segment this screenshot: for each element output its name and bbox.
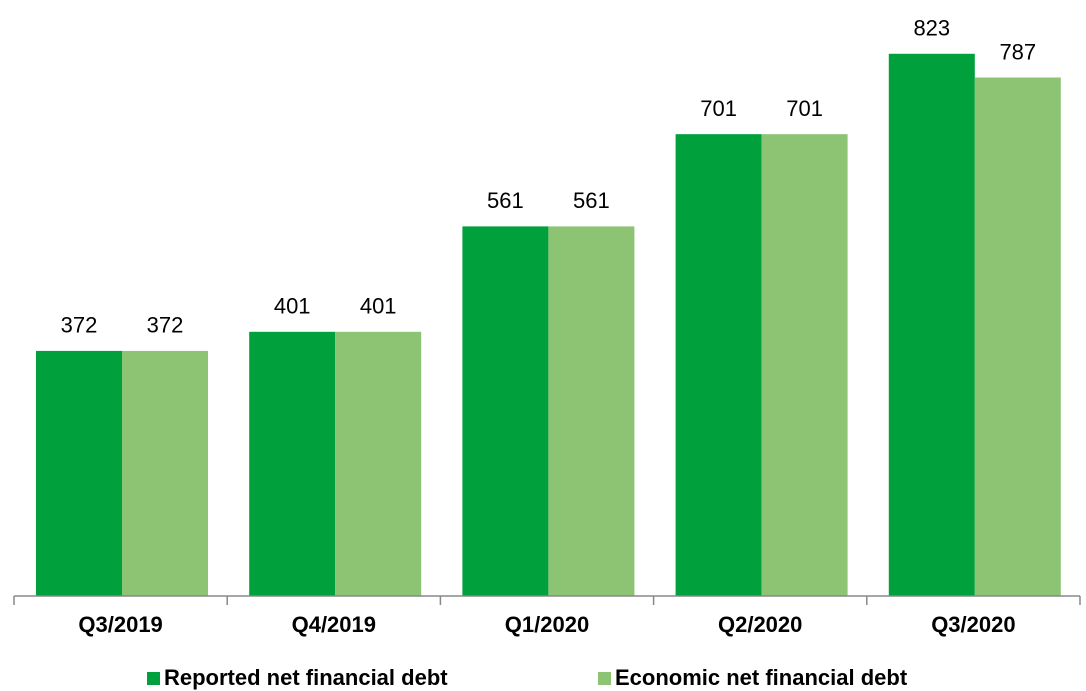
- value-label: 401: [360, 294, 397, 319]
- x-tick-label: Q2/2020: [718, 612, 802, 637]
- value-label: 701: [786, 96, 823, 121]
- x-tick-label: Q3/2020: [931, 612, 1015, 637]
- x-tick-label: Q4/2019: [292, 612, 376, 637]
- bar: [122, 350, 208, 596]
- value-label: 823: [913, 16, 950, 41]
- value-label: 372: [61, 313, 98, 338]
- bar: [36, 350, 122, 596]
- legend-label: Economic net financial debt: [615, 665, 908, 690]
- bar: [888, 53, 975, 597]
- bar: [335, 331, 422, 596]
- legend-swatch: [147, 672, 160, 685]
- value-label: 561: [487, 188, 524, 213]
- value-label: 787: [999, 39, 1036, 64]
- legend-label: Reported net financial debt: [164, 665, 448, 690]
- x-tick-label: Q3/2019: [78, 612, 162, 637]
- legend-swatch: [598, 672, 611, 685]
- value-label: 561: [573, 188, 610, 213]
- bar: [548, 226, 635, 596]
- bar: [462, 226, 549, 596]
- value-label: 401: [274, 294, 311, 319]
- bar: [249, 331, 336, 596]
- bar: [974, 77, 1061, 597]
- value-label: 372: [147, 313, 184, 338]
- value-label: 701: [700, 96, 737, 121]
- bar: [761, 134, 848, 596]
- x-tick-label: Q1/2020: [505, 612, 589, 637]
- bar: [675, 134, 762, 596]
